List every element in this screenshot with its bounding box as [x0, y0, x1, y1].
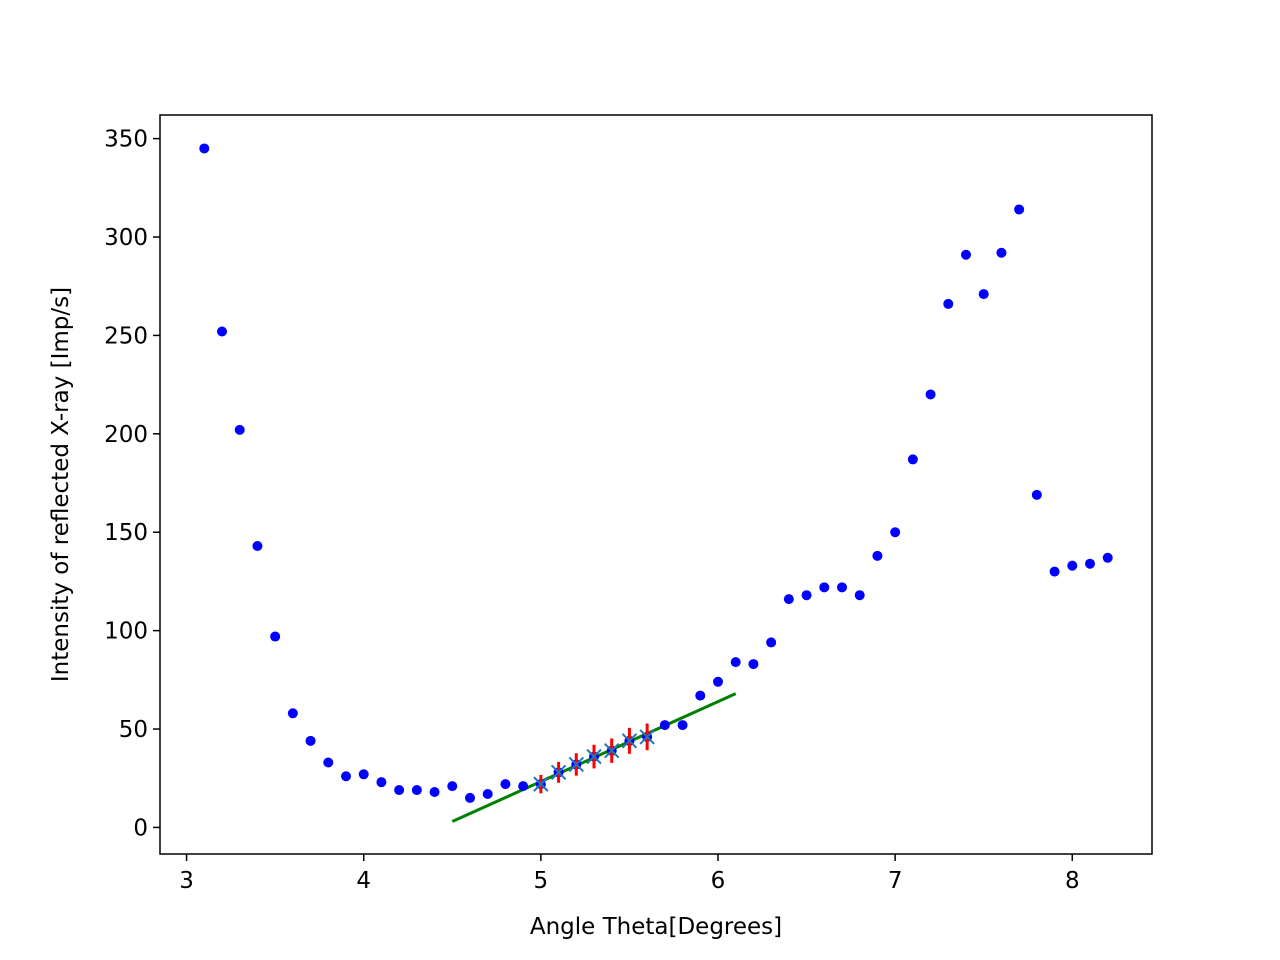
x-axis: 3 4 5 6 7 8	[179, 854, 1080, 894]
data-point	[819, 582, 830, 593]
data-point	[199, 143, 210, 154]
data-point	[783, 594, 794, 605]
data-point	[961, 249, 971, 260]
x-tick-label: 7	[888, 868, 903, 894]
fit-point-marker	[621, 733, 638, 749]
data-point	[730, 657, 741, 668]
x-tick-label: 6	[711, 868, 726, 894]
y-axis: 0 50 100 150 200 250 300 350	[104, 127, 160, 841]
data-point	[500, 779, 511, 790]
data-point	[287, 708, 298, 719]
x-tick-label: 4	[356, 868, 371, 894]
data-point	[872, 550, 883, 561]
fit-point-marker	[568, 756, 584, 773]
x-tick-label: 8	[1065, 868, 1080, 894]
data-point	[801, 590, 812, 601]
data-point	[323, 757, 334, 768]
data-point	[234, 424, 245, 435]
y-tick-label: 50	[119, 717, 148, 743]
y-tick-label: 200	[104, 422, 148, 448]
data-point	[748, 659, 759, 670]
data-point	[1031, 489, 1042, 500]
data-point	[978, 289, 989, 300]
data-point	[1067, 560, 1078, 571]
data-point	[695, 690, 706, 701]
x-axis-label: Angle Theta[Degrees]	[530, 914, 782, 940]
data-point	[394, 785, 405, 796]
data-point	[376, 777, 387, 788]
data-point	[659, 720, 670, 731]
data-point	[907, 454, 918, 465]
data-point	[429, 787, 440, 798]
data-point	[890, 527, 901, 538]
data-point	[996, 247, 1007, 258]
data-point	[854, 590, 865, 601]
fit-point-marker	[639, 729, 655, 745]
y-tick-label: 250	[104, 323, 148, 349]
plot-marks	[199, 143, 1113, 823]
fit-point-marker	[550, 764, 567, 781]
data-point	[1014, 204, 1025, 215]
data-point	[943, 298, 954, 309]
fit-point-marker	[533, 776, 549, 792]
y-tick-label: 0	[133, 815, 148, 841]
y-tick-label: 300	[104, 225, 148, 251]
data-point	[713, 676, 723, 687]
data-point	[1049, 566, 1060, 577]
data-point	[1102, 552, 1113, 563]
data-point	[217, 326, 227, 337]
data-point	[837, 582, 847, 593]
data-point	[677, 720, 688, 731]
data-point	[411, 785, 422, 796]
data-point	[925, 389, 936, 400]
data-point	[1085, 558, 1095, 569]
data-point	[447, 781, 458, 792]
y-axis-label: Intensity of reflected X-ray [Imp/s]	[48, 287, 74, 682]
data-point	[358, 769, 369, 780]
y-tick-label: 150	[104, 520, 148, 546]
data-point	[482, 788, 493, 799]
x-tick-label: 5	[534, 868, 549, 894]
y-tick-label: 100	[104, 619, 148, 645]
x-tick-label: 3	[179, 868, 194, 894]
data-point	[270, 631, 281, 642]
y-tick-label: 350	[104, 127, 148, 153]
fit-point-marker	[586, 748, 602, 765]
data-point	[518, 781, 529, 792]
data-point	[252, 541, 263, 552]
data-point	[305, 735, 316, 746]
data-point	[341, 771, 351, 782]
data-point	[766, 637, 777, 648]
plot-frame	[159, 114, 1153, 855]
data-point	[465, 792, 475, 803]
fit-point-marker	[604, 742, 620, 759]
